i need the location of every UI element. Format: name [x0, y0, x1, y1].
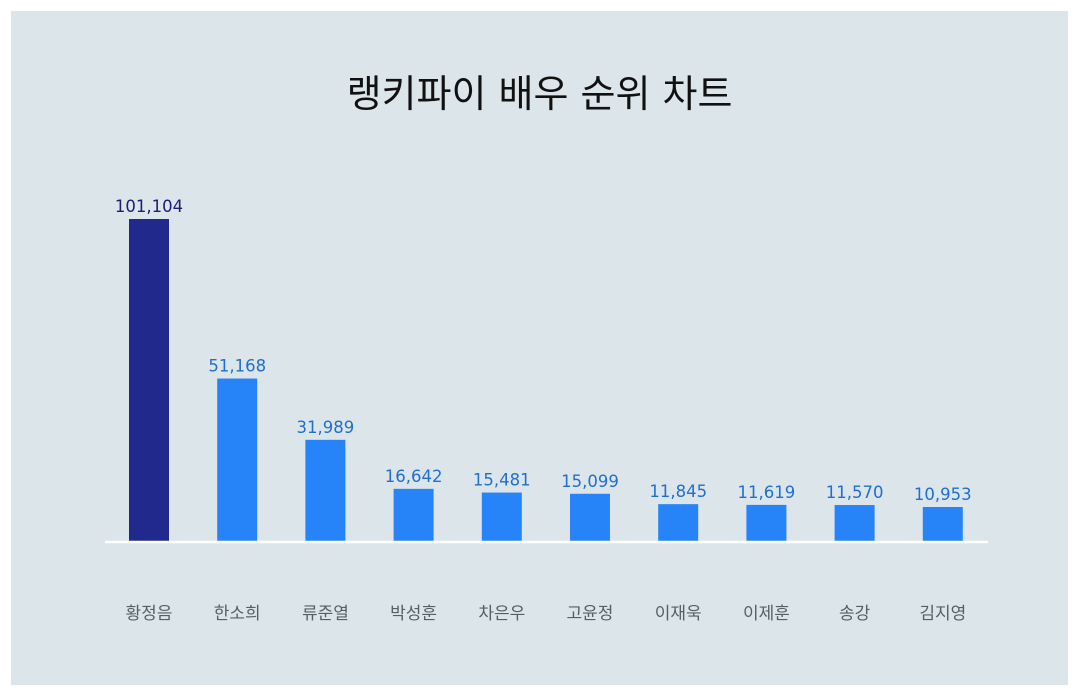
bars-group — [129, 219, 963, 542]
bar-2 — [217, 378, 258, 542]
value-label-10: 10,953 — [914, 485, 972, 504]
category-label-6: 고윤정 — [567, 604, 614, 624]
bar-3 — [305, 439, 346, 542]
bar-6 — [570, 493, 610, 542]
bar-10 — [922, 507, 963, 542]
bar-9 — [834, 505, 875, 542]
chart-title: 랭키파이 배우 순위 차트 — [346, 72, 733, 116]
category-label-2: 한소희 — [214, 604, 261, 624]
value-label-5: 15,481 — [473, 471, 531, 490]
value-label-8: 11,619 — [738, 483, 796, 502]
value-label-6: 15,099 — [561, 472, 619, 491]
value-labels-group: 101,104 51,168 31,989 16,642 15,481 15,099 11,… — [115, 197, 972, 504]
bar-8 — [746, 504, 787, 542]
category-labels-group: 황정음 한소희 류준열 박성훈 차은우 고윤정 이재욱 이제훈 송강 김지영 — [126, 604, 967, 624]
category-label-1: 황정음 — [126, 604, 173, 624]
value-label-9: 11,570 — [826, 483, 884, 502]
category-label-3: 류준열 — [302, 604, 349, 624]
bar-7 — [658, 504, 699, 542]
bar-1 — [129, 219, 169, 542]
value-label-1: 101,104 — [115, 197, 183, 216]
value-label-7: 11,845 — [649, 482, 707, 501]
category-label-7: 이재욱 — [655, 604, 702, 624]
category-label-10: 김지영 — [919, 604, 966, 624]
value-label-3: 31,989 — [297, 418, 355, 437]
category-label-9: 송강 — [839, 604, 871, 624]
bar-4 — [393, 488, 434, 542]
category-label-5: 차은우 — [478, 604, 525, 624]
chart-background — [11, 11, 1068, 685]
value-label-4: 16,642 — [385, 467, 443, 486]
value-label-2: 51,168 — [208, 357, 266, 376]
bar-5 — [481, 492, 522, 542]
category-label-4: 박성훈 — [390, 604, 437, 624]
category-label-8: 이제훈 — [743, 604, 790, 624]
